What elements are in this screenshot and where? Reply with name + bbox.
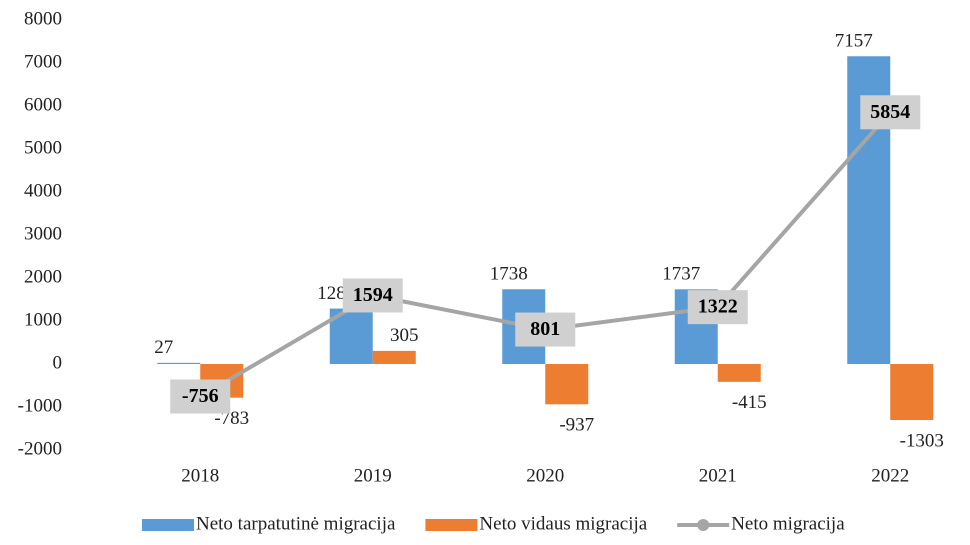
y-tick-label: 0 <box>53 352 63 373</box>
legend-swatch <box>142 519 194 531</box>
legend-swatch <box>425 519 478 531</box>
legend-label: Neto vidaus migracija <box>479 513 647 534</box>
data-label: -937 <box>559 415 594 436</box>
data-label: 1322 <box>698 296 738 318</box>
legend-label: Neto tarpatutinė migracija <box>196 513 396 534</box>
y-tick-label: 8000 <box>24 8 62 29</box>
data-label-box <box>860 95 921 130</box>
data-label: 305 <box>390 325 419 346</box>
data-label-box <box>342 278 403 313</box>
legend-label: Neto migracija <box>731 513 845 534</box>
y-tick-label: -1000 <box>18 395 62 416</box>
y-tick-label: 4000 <box>24 180 62 201</box>
data-label: 27 <box>154 337 173 358</box>
y-tick-label: 6000 <box>24 94 62 115</box>
y-tick-label: 3000 <box>24 223 62 244</box>
y-tick-label: 7000 <box>24 51 62 72</box>
legend-swatch <box>697 519 710 531</box>
y-tick-label: -2000 <box>18 438 62 459</box>
data-label: 1737 <box>662 264 700 285</box>
data-label: 7157 <box>835 31 873 52</box>
data-label: 1738 <box>490 264 528 285</box>
x-tick-label: 2019 <box>354 465 392 486</box>
y-tick-label: 1000 <box>24 309 62 330</box>
bar <box>157 362 201 364</box>
data-label-box <box>515 312 576 347</box>
y-tick-label: 2000 <box>24 266 62 287</box>
x-tick-label: 2020 <box>526 465 564 486</box>
data-label: -756 <box>182 385 219 407</box>
bar <box>890 364 934 421</box>
data-label: -1303 <box>900 430 944 451</box>
data-label: -415 <box>732 392 767 413</box>
x-tick-label: 2018 <box>181 465 219 486</box>
data-label: 5854 <box>870 101 910 123</box>
y-tick-label: 5000 <box>24 137 62 158</box>
data-label-box <box>687 290 748 325</box>
bar <box>545 364 589 405</box>
data-label: 1594 <box>353 284 393 306</box>
data-label: 801 <box>530 318 560 340</box>
x-tick-label: 2022 <box>871 465 909 486</box>
data-label-box <box>170 379 231 414</box>
x-tick-label: 2021 <box>699 465 737 486</box>
bar <box>717 364 761 382</box>
bar <box>372 350 416 364</box>
